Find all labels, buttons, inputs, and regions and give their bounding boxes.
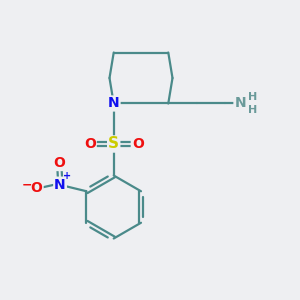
Text: N: N	[108, 97, 119, 110]
Text: H: H	[248, 105, 257, 115]
Text: S: S	[108, 136, 119, 152]
Text: N: N	[54, 178, 66, 192]
Text: −: −	[22, 179, 32, 192]
Text: +: +	[63, 171, 71, 181]
Text: O: O	[31, 181, 43, 195]
Text: N: N	[235, 97, 246, 110]
Text: H: H	[248, 92, 257, 102]
Text: O: O	[84, 137, 96, 151]
Text: O: O	[132, 137, 144, 151]
Text: O: O	[53, 156, 65, 170]
